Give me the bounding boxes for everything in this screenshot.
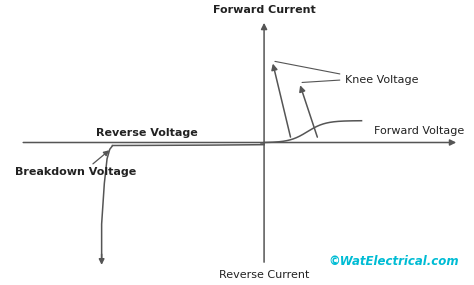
Text: Knee Voltage: Knee Voltage [345,75,419,85]
Text: ©WatElectrical.com: ©WatElectrical.com [328,255,459,268]
Text: Forward Voltage: Forward Voltage [374,126,465,136]
Text: Reverse Current: Reverse Current [219,270,309,280]
Text: Breakdown Voltage: Breakdown Voltage [15,167,136,178]
Text: Reverse Voltage: Reverse Voltage [96,129,198,139]
Text: Forward Current: Forward Current [213,5,316,15]
